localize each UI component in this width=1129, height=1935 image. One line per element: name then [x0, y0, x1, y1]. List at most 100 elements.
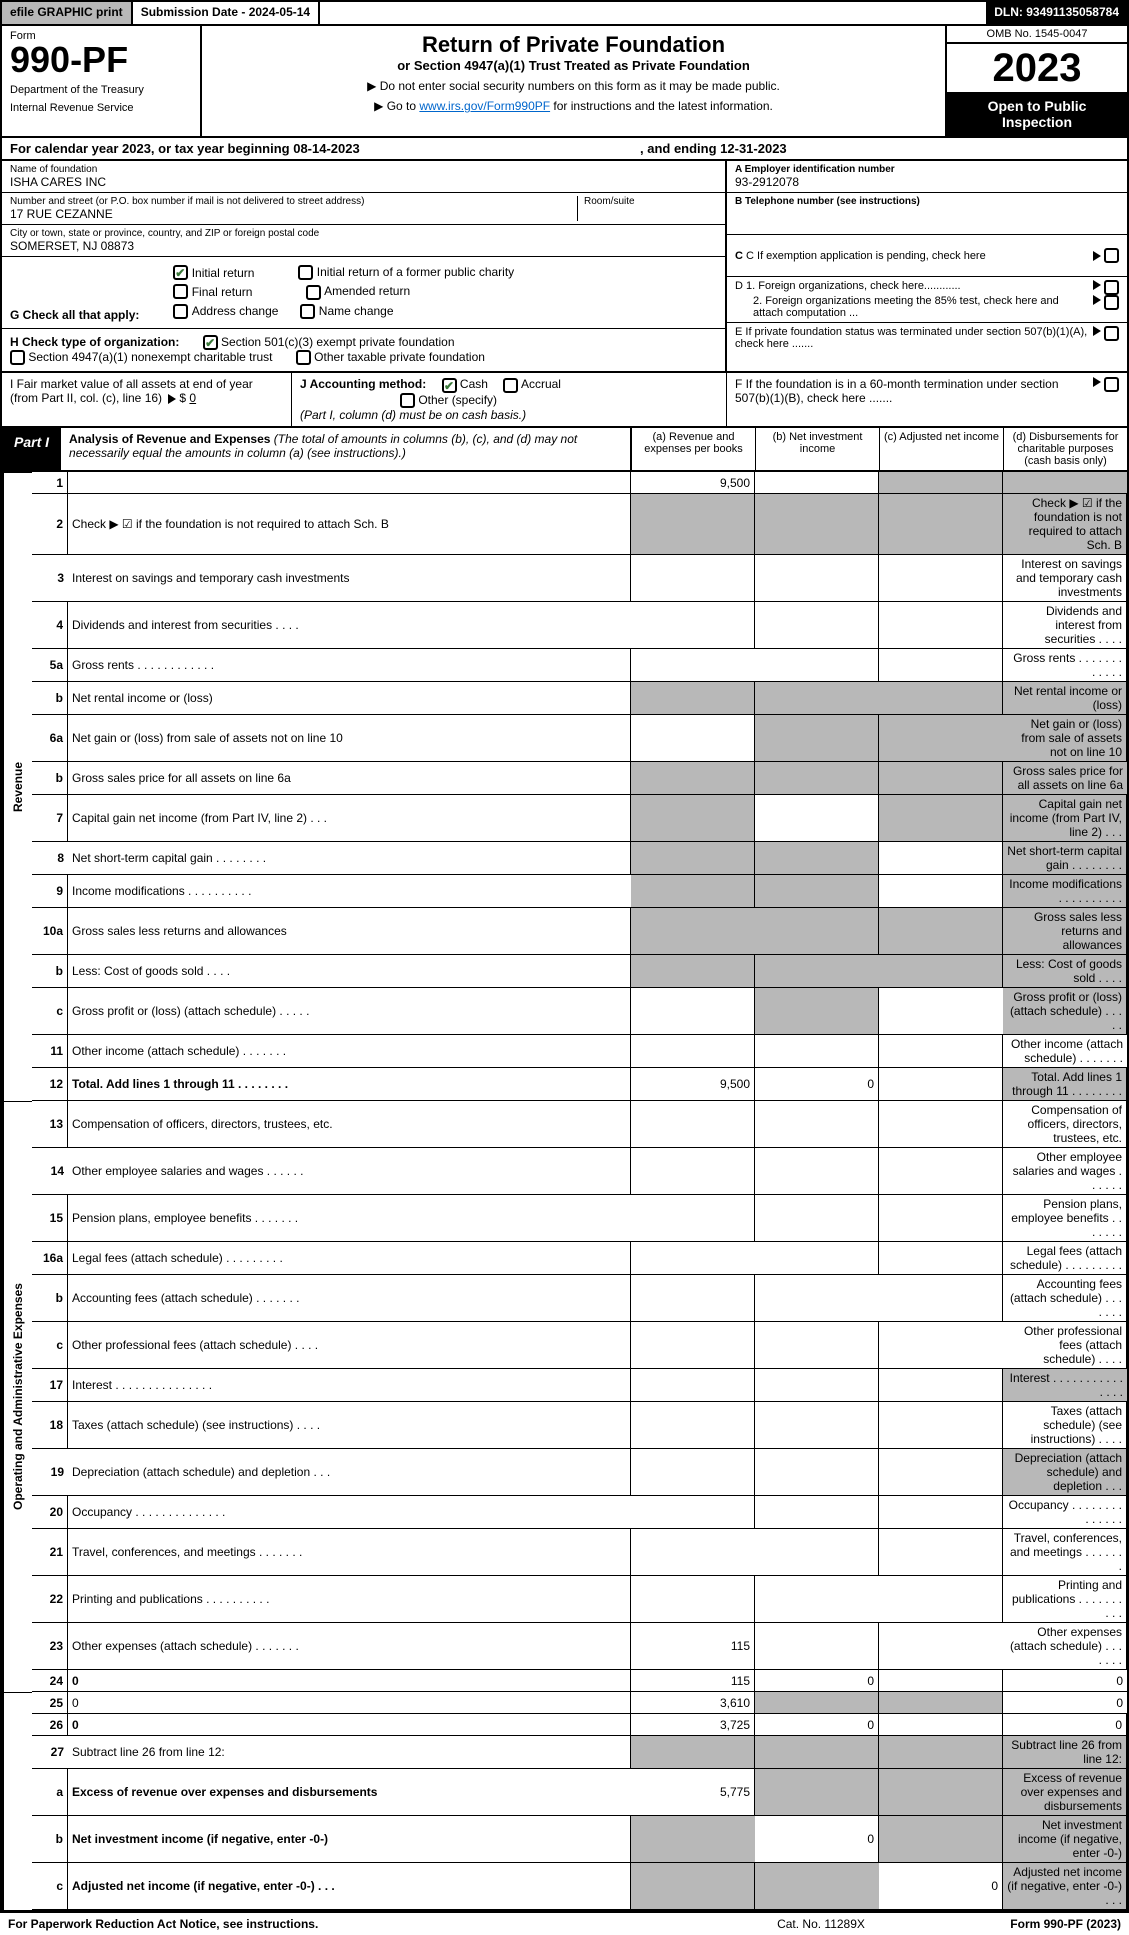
value-cell	[879, 1369, 1003, 1402]
fmv-value: 0	[189, 391, 196, 405]
paperwork-notice: For Paperwork Reduction Act Notice, see …	[8, 1917, 721, 1931]
address-change-checkbox[interactable]	[173, 304, 188, 319]
line-description: Other employee salaries and wages . . . …	[68, 1148, 631, 1195]
value-cell	[755, 1736, 879, 1769]
value-cell	[879, 1670, 1003, 1692]
value-cell	[631, 1449, 755, 1496]
value-cell	[755, 875, 879, 908]
value-cell	[879, 762, 1003, 795]
telephone-cell: B Telephone number (see instructions)	[727, 193, 1127, 235]
instruction-1: ▶ Do not enter social security numbers o…	[208, 79, 939, 93]
value-cell	[755, 1449, 879, 1496]
value-cell	[631, 1576, 755, 1623]
value-cell	[879, 1496, 1003, 1529]
foundation-name: ISHA CARES INC	[10, 175, 717, 189]
value-cell	[631, 1863, 755, 1910]
street-address: 17 RUE CEZANNE	[10, 207, 577, 221]
value-cell	[879, 1449, 1003, 1496]
e-checkbox[interactable]	[1104, 326, 1119, 341]
d1-checkbox[interactable]	[1104, 280, 1119, 295]
part1-tag: Part I	[2, 428, 61, 470]
initial-former-checkbox[interactable]	[298, 265, 313, 280]
value-cell	[755, 1692, 879, 1714]
expenses-side-label: Operating and Administrative Expenses	[2, 1101, 32, 1692]
value-cell	[631, 715, 755, 762]
value-cell: 3,725	[631, 1714, 755, 1736]
line-number: b	[32, 682, 68, 715]
line-description: Taxes (attach schedule) (see instruction…	[68, 1402, 631, 1449]
line-number: 25	[32, 1692, 68, 1714]
line-number: 1	[32, 472, 68, 494]
line-description: Accounting fees (attach schedule) . . . …	[68, 1275, 631, 1322]
line-description: Subtract line 26 from line 12:	[68, 1736, 631, 1769]
other-taxable-checkbox[interactable]	[296, 350, 311, 365]
value-cell: 9,500	[631, 1068, 755, 1101]
period-end: , and ending 12-31-2023	[640, 141, 787, 156]
value-cell	[879, 1101, 1003, 1148]
final-return-checkbox[interactable]	[173, 284, 188, 299]
arrow-icon	[1093, 377, 1101, 387]
line-description: Gross sales price for all assets on line…	[68, 762, 631, 795]
value-cell: 0	[755, 1068, 879, 1101]
value-cell	[631, 988, 755, 1035]
value-cell	[631, 842, 755, 875]
value-cell: Net gain or (loss) from sale of assets n…	[1003, 715, 1127, 762]
name-change-checkbox[interactable]	[300, 304, 315, 319]
amended-return-checkbox[interactable]	[306, 285, 321, 300]
line-description: Net investment income (if negative, ente…	[68, 1816, 631, 1863]
value-cell	[755, 1529, 879, 1576]
cash-checkbox[interactable]: ✔	[442, 378, 457, 393]
line-description: Less: Cost of goods sold . . . .	[68, 955, 631, 988]
j-section: J Accounting method: ✔ Cash Accrual Othe…	[292, 373, 727, 426]
value-cell	[631, 1369, 755, 1402]
form-number: 990-PF	[10, 42, 192, 78]
line-description: Compensation of officers, directors, tru…	[68, 1101, 631, 1148]
value-cell	[879, 1529, 1003, 1576]
c-checkbox[interactable]	[1104, 248, 1119, 263]
initial-return-checkbox[interactable]: ✔	[173, 265, 188, 280]
value-cell: Occupancy . . . . . . . . . . . . . .	[1003, 1496, 1127, 1529]
col-c-header: (c) Adjusted net income	[879, 428, 1003, 470]
line-number: b	[32, 955, 68, 988]
value-cell	[879, 1623, 1003, 1670]
value-cell	[755, 1035, 879, 1068]
d-cell: D 1. Foreign organizations, check here..…	[727, 277, 1127, 323]
info-left: Name of foundation ISHA CARES INC Number…	[2, 161, 727, 371]
arrow-icon	[1093, 326, 1101, 336]
footer: For Paperwork Reduction Act Notice, see …	[0, 1912, 1129, 1935]
open-inspection: Open to Public Inspection	[947, 92, 1127, 136]
efile-button[interactable]: efile GRAPHIC print	[2, 2, 133, 24]
line-description: Gross profit or (loss) (attach schedule)…	[68, 988, 631, 1035]
value-cell: 5,775	[631, 1769, 755, 1816]
arrow-icon	[1093, 280, 1101, 290]
value-cell	[879, 649, 1003, 682]
4947-checkbox[interactable]	[10, 350, 25, 365]
value-cell	[631, 1275, 755, 1322]
other-method-checkbox[interactable]	[400, 393, 415, 408]
cat-no: Cat. No. 11289X	[721, 1917, 921, 1931]
line-description: Net short-term capital gain . . . . . . …	[68, 842, 631, 875]
line-number: 14	[32, 1148, 68, 1195]
ijf-row: I Fair market value of all assets at end…	[0, 373, 1129, 428]
f-checkbox[interactable]	[1104, 377, 1119, 392]
value-cell	[755, 1101, 879, 1148]
line-number: 18	[32, 1402, 68, 1449]
i-section: I Fair market value of all assets at end…	[2, 373, 292, 426]
accrual-checkbox[interactable]	[503, 378, 518, 393]
value-cell	[755, 1322, 879, 1369]
value-cell: Interest . . . . . . . . . . . . . . .	[1003, 1369, 1127, 1402]
line-number: 9	[32, 875, 68, 908]
line-description: Income modifications . . . . . . . . . .	[68, 875, 631, 908]
irs-link[interactable]: www.irs.gov/Form990PF	[419, 99, 550, 113]
line-number: 2	[32, 494, 68, 555]
value-cell	[879, 602, 1003, 649]
part1-table: Revenue19,5002Check ▶ ☑ if the foundatio…	[0, 472, 1129, 1912]
line-number: 23	[32, 1623, 68, 1670]
value-cell: Other income (attach schedule) . . . . .…	[1003, 1035, 1127, 1068]
form-title: Return of Private Foundation	[208, 32, 939, 58]
line-description: Net rental income or (loss)	[68, 682, 631, 715]
g-checks: G Check all that apply: ✔Initial return …	[2, 257, 725, 329]
value-cell	[755, 795, 879, 842]
d2-checkbox[interactable]	[1104, 295, 1119, 310]
501c3-checkbox[interactable]: ✔	[203, 335, 218, 350]
